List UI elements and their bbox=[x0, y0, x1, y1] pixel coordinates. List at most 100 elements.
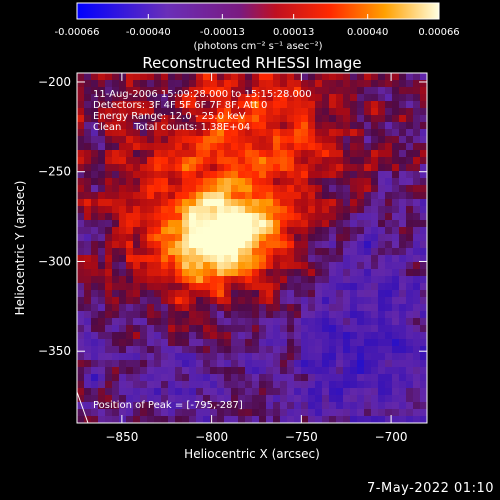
heatmap-cell bbox=[119, 276, 127, 284]
heatmap-cell bbox=[168, 248, 176, 256]
heatmap-cell bbox=[189, 276, 197, 284]
heatmap-cell bbox=[112, 73, 120, 81]
heatmap-cell bbox=[112, 234, 120, 242]
heatmap-cell bbox=[175, 339, 183, 347]
heatmap-cell bbox=[322, 206, 330, 214]
heatmap-cell bbox=[315, 129, 323, 137]
heatmap-cell bbox=[371, 374, 379, 382]
heatmap-cell bbox=[315, 318, 323, 326]
heatmap-cell bbox=[77, 346, 85, 354]
heatmap-cell bbox=[105, 297, 113, 305]
heatmap-cell bbox=[252, 346, 260, 354]
heatmap-cell bbox=[308, 150, 316, 158]
heatmap-cell bbox=[420, 409, 427, 417]
heatmap-cell bbox=[259, 395, 267, 403]
colorbar-ticks: -0.00066 -0.00040 -0.00013 0.00013 0.00040 0.… bbox=[55, 14, 460, 38]
heatmap-cell bbox=[350, 269, 358, 277]
heatmap-cell bbox=[168, 388, 176, 396]
heatmap-cell bbox=[168, 178, 176, 186]
heatmap-cell bbox=[252, 283, 260, 291]
heatmap-cell bbox=[126, 164, 134, 172]
heatmap-cell bbox=[322, 220, 330, 228]
heatmap-cell bbox=[315, 395, 323, 403]
heatmap-cell bbox=[329, 108, 337, 116]
heatmap-cell bbox=[392, 409, 400, 417]
heatmap-cell bbox=[350, 388, 358, 396]
heatmap-cell bbox=[140, 220, 148, 228]
heatmap-cell bbox=[350, 353, 358, 361]
heatmap-cell bbox=[105, 94, 113, 102]
heatmap-cell bbox=[343, 276, 351, 284]
heatmap-cell bbox=[406, 304, 414, 312]
heatmap-cell bbox=[259, 115, 267, 123]
heatmap-cell bbox=[252, 416, 260, 423]
heatmap-cell bbox=[168, 360, 176, 368]
heatmap-cell bbox=[322, 122, 330, 130]
heatmap-cell bbox=[406, 164, 414, 172]
heatmap-cell bbox=[105, 381, 113, 389]
heatmap-cell bbox=[217, 409, 225, 417]
heatmap-cell bbox=[217, 115, 225, 123]
heatmap-cell bbox=[203, 360, 211, 368]
heatmap-cell bbox=[399, 220, 407, 228]
heatmap-cell bbox=[224, 381, 232, 389]
heatmap-cell bbox=[252, 185, 260, 193]
heatmap-cell bbox=[217, 73, 225, 81]
heatmap-cell bbox=[154, 80, 162, 88]
heatmap-cell bbox=[168, 381, 176, 389]
heatmap-cell bbox=[210, 108, 218, 116]
heatmap-cell bbox=[189, 332, 197, 340]
heatmap-cell bbox=[161, 213, 169, 221]
heatmap-cell bbox=[231, 164, 239, 172]
heatmap-cell bbox=[147, 108, 155, 116]
heatmap-cell bbox=[77, 115, 85, 123]
info-detectors: Detectors: 3F 4F 5F 6F 7F 8F, Att 0 bbox=[93, 100, 267, 111]
heatmap-cell bbox=[315, 73, 323, 81]
heatmap-cell bbox=[399, 199, 407, 207]
heatmap-cell bbox=[252, 199, 260, 207]
heatmap-cell bbox=[301, 346, 309, 354]
heatmap-cell bbox=[245, 234, 253, 242]
heatmap-cell bbox=[287, 157, 295, 165]
heatmap-cell bbox=[266, 192, 274, 200]
heatmap-cell bbox=[259, 311, 267, 319]
heatmap-cell bbox=[336, 185, 344, 193]
heatmap-cell bbox=[126, 395, 134, 403]
heatmap-cell bbox=[182, 94, 190, 102]
heatmap-cell bbox=[161, 94, 169, 102]
heatmap-cell bbox=[126, 185, 134, 193]
heatmap-cell bbox=[147, 409, 155, 417]
heatmap-cell bbox=[154, 395, 162, 403]
heatmap-cell bbox=[385, 304, 393, 312]
heatmap-cell bbox=[182, 171, 190, 179]
heatmap-cell bbox=[273, 311, 281, 319]
heatmap-cell bbox=[259, 108, 267, 116]
heatmap-cell bbox=[343, 115, 351, 123]
heatmap-cell bbox=[147, 332, 155, 340]
heatmap-cell bbox=[105, 129, 113, 137]
heatmap-cell bbox=[413, 87, 421, 95]
heatmap-cell bbox=[126, 241, 134, 249]
heatmap-cell bbox=[161, 227, 169, 235]
heatmap-cell bbox=[315, 241, 323, 249]
heatmap-cell bbox=[168, 157, 176, 165]
heatmap-cell bbox=[182, 178, 190, 186]
heatmap-cell bbox=[161, 178, 169, 186]
heatmap-cell bbox=[357, 178, 365, 186]
heatmap-cell bbox=[133, 290, 141, 298]
heatmap-cell bbox=[175, 129, 183, 137]
heatmap-cell bbox=[329, 220, 337, 228]
heatmap-cell bbox=[385, 402, 393, 410]
heatmap-cell bbox=[322, 353, 330, 361]
heatmap-cell bbox=[392, 108, 400, 116]
heatmap-cell bbox=[175, 199, 183, 207]
heatmap-cell bbox=[203, 402, 211, 410]
heatmap-cell bbox=[364, 157, 372, 165]
heatmap-cell bbox=[84, 283, 92, 291]
heatmap-cell bbox=[189, 262, 197, 270]
heatmap-cell bbox=[280, 374, 288, 382]
heatmap-cell bbox=[322, 318, 330, 326]
heatmap-cell bbox=[259, 388, 267, 396]
heatmap-cell bbox=[343, 269, 351, 277]
heatmap-cell bbox=[189, 248, 197, 256]
